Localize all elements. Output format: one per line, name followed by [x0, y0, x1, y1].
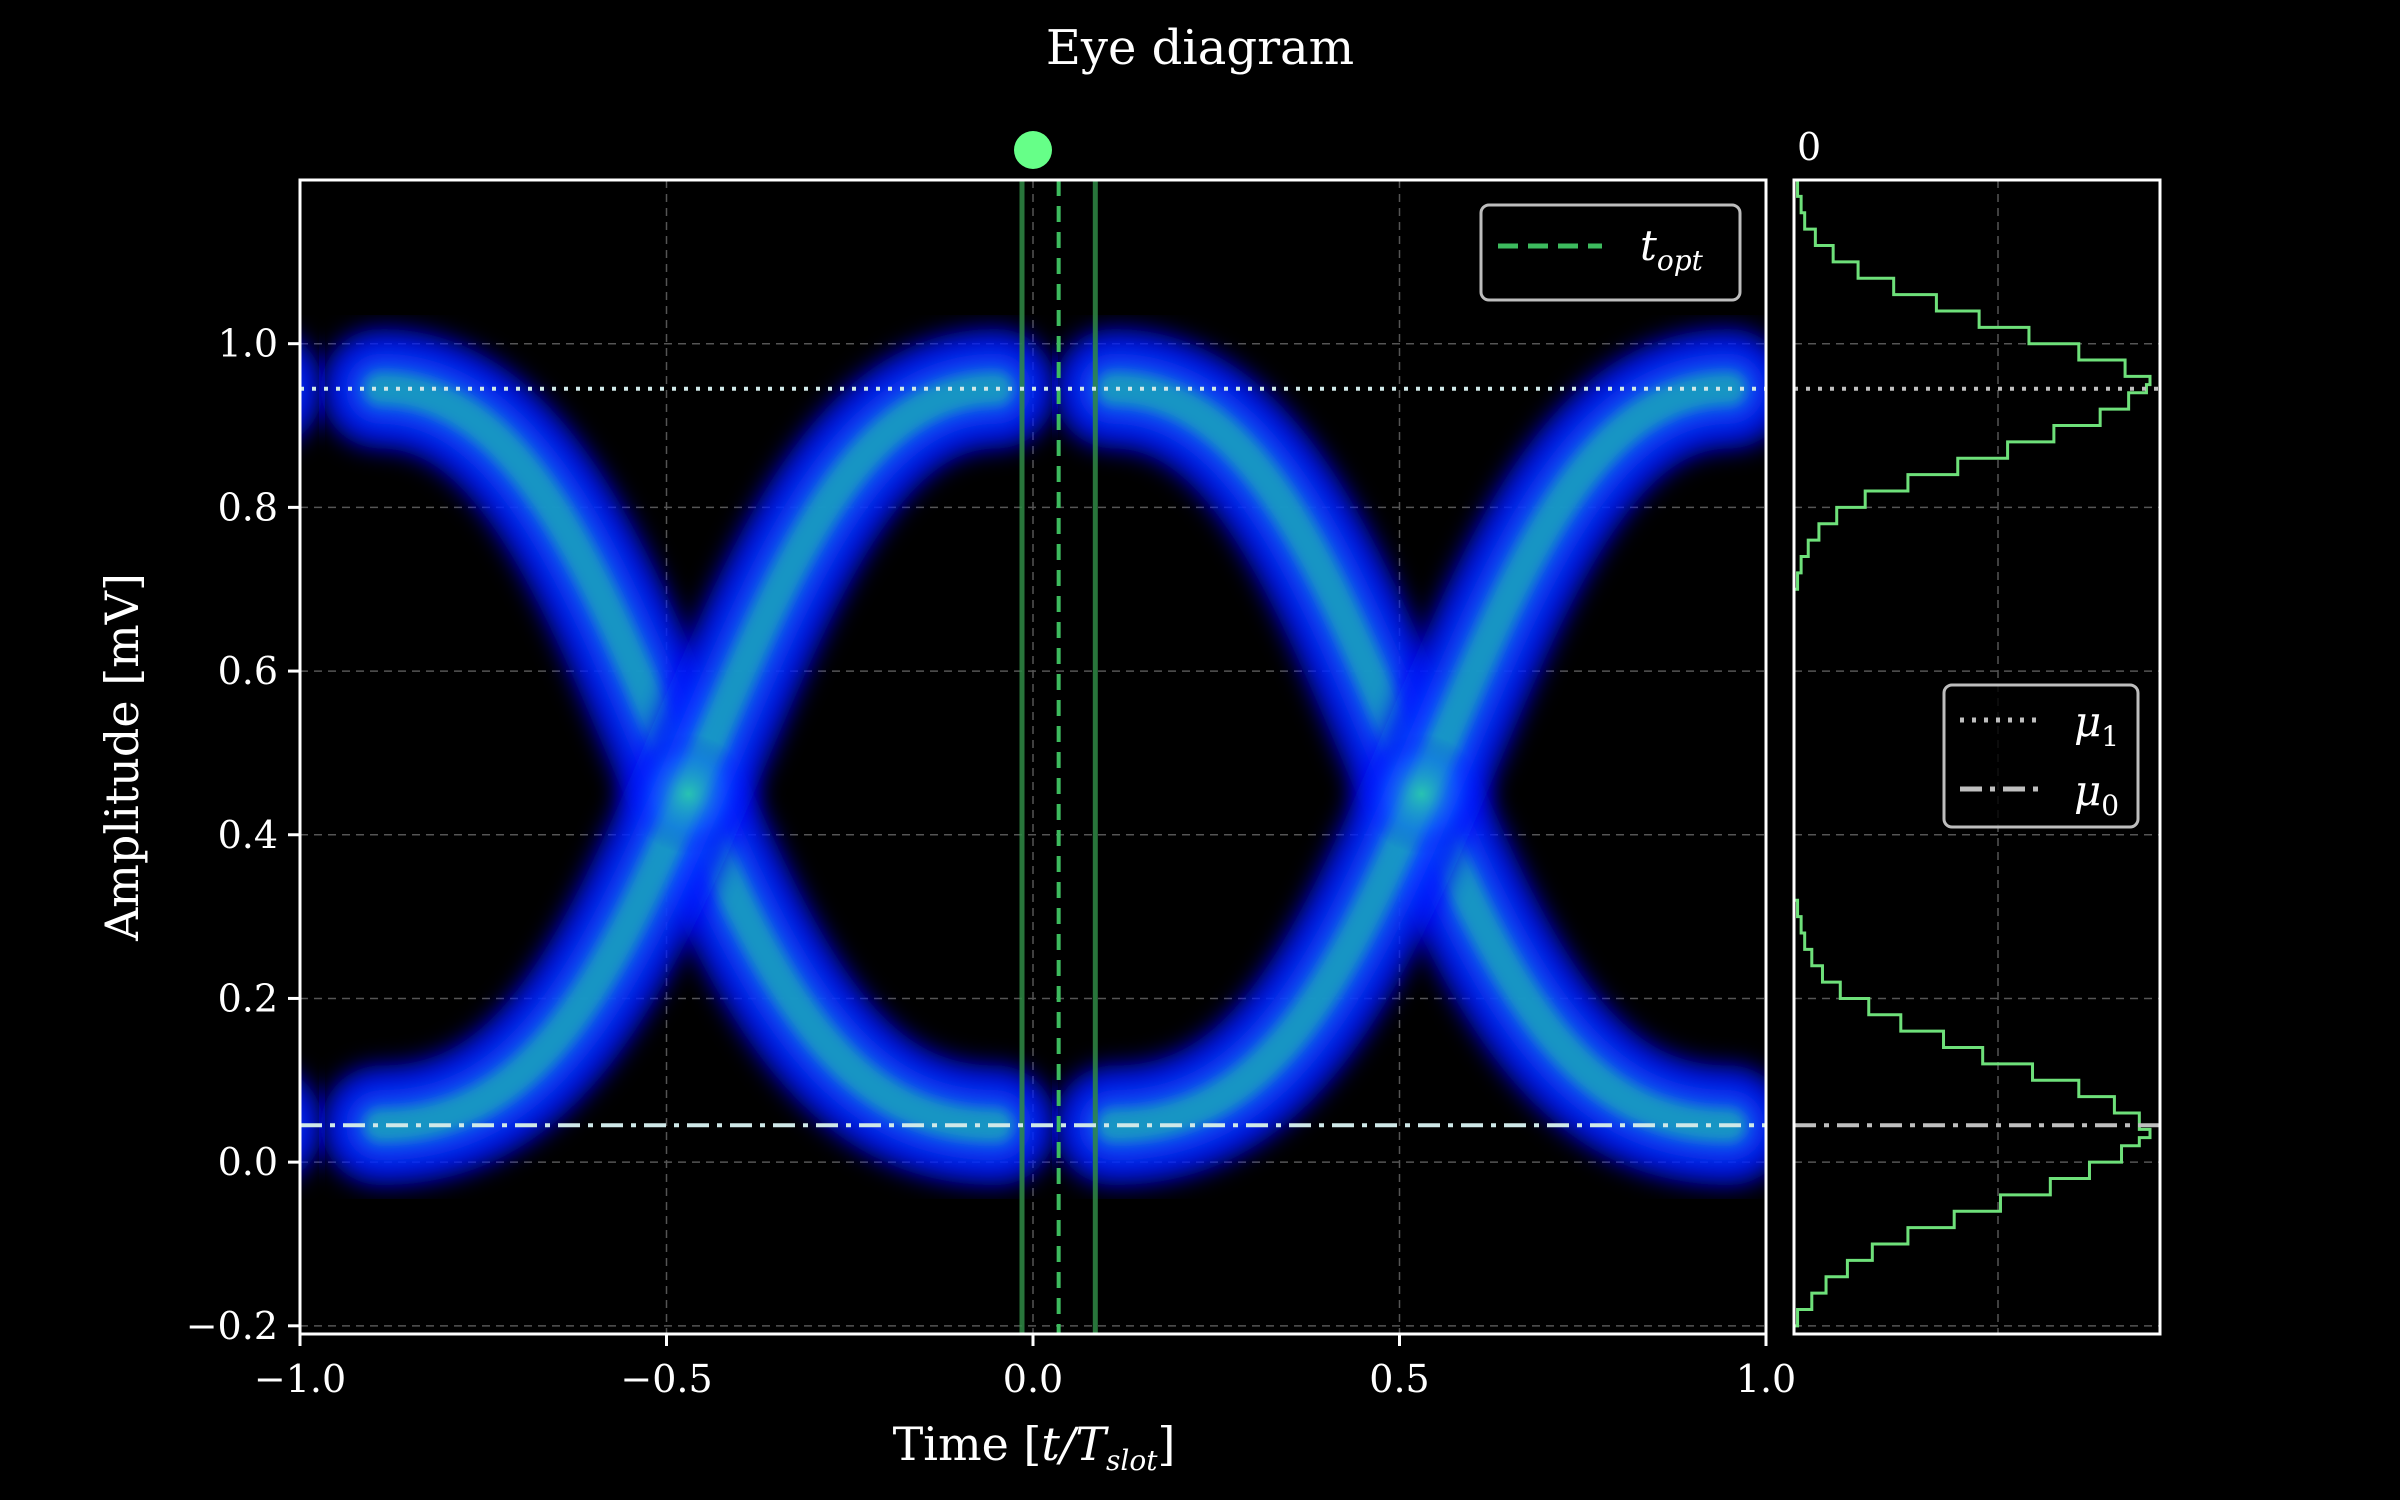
chart-title: Eye diagram	[1046, 20, 1354, 76]
x-tick-label: −1.0	[254, 1357, 346, 1401]
side-histogram-series	[1794, 180, 2152, 591]
y-axis-ticks: −0.2 0.0 0.2 0.4 0.6 0.8 1.0	[186, 322, 300, 1348]
side-overlays	[1794, 386, 2160, 1128]
y-tick-label: 0.6	[218, 649, 278, 693]
x-tick-label: 1.0	[1736, 1357, 1796, 1401]
y-tick-label: 0.4	[218, 813, 278, 857]
x-tick-label: 0.0	[1003, 1357, 1063, 1401]
main-plot-area: −1.0 −0.5 0.0 0.5 1.0 −0.2 0.0 0.2 0.4 0.6 0.8 1.0	[186, 178, 1796, 1401]
x-axis-label: Time [t/Tslot]	[893, 1417, 1176, 1477]
crossing-point-density	[628, 733, 749, 854]
y-axis-label: Amplitude [mV]	[95, 573, 149, 942]
side-top-label: 0	[1797, 125, 1821, 169]
y-tick-label: 0.2	[218, 976, 278, 1020]
sampling-point-marker	[1014, 131, 1052, 169]
main-legend: topt	[1479, 203, 1742, 302]
y-tick-label: 0.0	[218, 1140, 278, 1184]
legend-mu1-label: μ1	[2074, 697, 2119, 753]
side-histogram-series	[1794, 898, 2152, 1328]
x-tick-label: 0.5	[1369, 1357, 1429, 1401]
y-tick-label: 1.0	[218, 322, 278, 366]
crossing-point-density	[1361, 733, 1482, 854]
main-overlays	[300, 180, 1766, 1334]
side-legend: μ1 μ0	[1942, 683, 2140, 829]
side-plot-frame	[1792, 178, 2162, 1336]
x-tick-label: −0.5	[620, 1357, 712, 1401]
y-tick-label: −0.2	[186, 1304, 278, 1348]
legend-mu0-label: μ0	[2074, 766, 2119, 822]
y-tick-label: 0.8	[218, 485, 278, 529]
legend-t-opt-label: topt	[1640, 221, 1704, 277]
x-axis-ticks: −1.0 −0.5 0.0 0.5 1.0	[254, 1334, 1796, 1401]
side-histogram	[1794, 180, 2152, 1328]
